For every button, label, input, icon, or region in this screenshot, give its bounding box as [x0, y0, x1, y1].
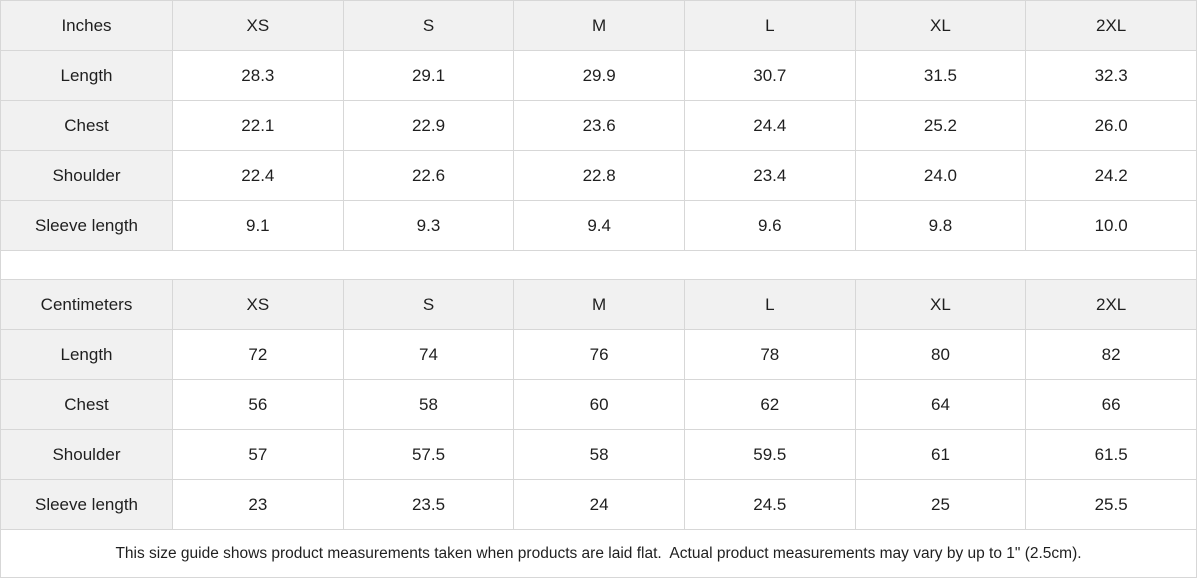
row-label-cell: Shoulder: [0, 150, 173, 201]
table-row: Chest 56 58 60 62 64 66: [0, 379, 1197, 430]
measurement-cell: 24: [513, 479, 685, 530]
centimeters-unit-header-cell: Centimeters: [0, 279, 173, 330]
measurement-cell: 74: [342, 329, 515, 380]
size-header-cell: XS: [172, 279, 344, 330]
measurement-cell: 56: [172, 379, 344, 430]
size-header-cell: XL: [854, 279, 1027, 330]
measurement-cell: 58: [513, 429, 685, 480]
size-header-cell: XL: [854, 0, 1027, 51]
measurement-cell: 23.6: [513, 100, 685, 151]
row-label-cell: Chest: [0, 100, 173, 151]
measurement-cell: 29.9: [513, 50, 685, 101]
measurement-cell: 9.1: [172, 200, 344, 251]
size-header-cell: M: [513, 279, 685, 330]
measurement-cell: 66: [1025, 379, 1197, 430]
measurement-cell: 78: [683, 329, 856, 380]
table-row: Sleeve length 23 23.5 24 24.5 25 25.5: [0, 479, 1197, 530]
measurement-cell: 22.6: [342, 150, 515, 201]
measurement-cell: 24.5: [683, 479, 856, 530]
row-label-cell: Length: [0, 50, 173, 101]
table-row: Shoulder 22.4 22.6 22.8 23.4 24.0 24.2: [0, 150, 1197, 201]
measurement-cell: 30.7: [683, 50, 856, 101]
measurement-cell: 29.1: [342, 50, 515, 101]
measurement-cell: 61.5: [1025, 429, 1197, 480]
footer-note: This size guide shows product measuremen…: [0, 530, 1197, 578]
measurement-cell: 62: [683, 379, 856, 430]
row-label-cell: Sleeve length: [0, 200, 173, 251]
measurement-cell: 72: [172, 329, 344, 380]
size-header-cell: 2XL: [1025, 0, 1197, 51]
measurement-cell: 82: [1025, 329, 1197, 380]
table-row: Length 72 74 76 78 80 82: [0, 329, 1197, 380]
measurement-cell: 9.6: [683, 200, 856, 251]
measurement-cell: 23.5: [342, 479, 515, 530]
measurement-cell: 57.5: [342, 429, 515, 480]
size-header-cell: XS: [172, 0, 344, 51]
measurement-cell: 9.8: [854, 200, 1027, 251]
measurement-cell: 60: [513, 379, 685, 430]
measurement-cell: 23: [172, 479, 344, 530]
size-header-cell: S: [342, 0, 515, 51]
inches-header-row: Inches XS S M L XL 2XL: [0, 0, 1197, 51]
measurement-cell: 59.5: [683, 429, 856, 480]
measurement-cell: 80: [854, 329, 1027, 380]
measurement-cell: 22.9: [342, 100, 515, 151]
measurement-cell: 25.5: [1025, 479, 1197, 530]
table-row: Chest 22.1 22.9 23.6 24.4 25.2 26.0: [0, 100, 1197, 151]
measurement-cell: 23.4: [683, 150, 856, 201]
measurement-cell: 76: [513, 329, 685, 380]
measurement-cell: 22.1: [172, 100, 344, 151]
size-header-cell: 2XL: [1025, 279, 1197, 330]
inches-unit-header-cell: Inches: [0, 0, 173, 51]
measurement-cell: 57: [172, 429, 344, 480]
measurement-cell: 9.3: [342, 200, 515, 251]
table-spacer: [0, 251, 1197, 279]
row-label-cell: Sleeve length: [0, 479, 173, 530]
measurement-cell: 61: [854, 429, 1027, 480]
measurement-cell: 31.5: [854, 50, 1027, 101]
row-label-cell: Length: [0, 329, 173, 380]
measurement-cell: 58: [342, 379, 515, 430]
measurement-cell: 26.0: [1025, 100, 1197, 151]
measurement-cell: 9.4: [513, 200, 685, 251]
measurement-cell: 32.3: [1025, 50, 1197, 101]
measurement-cell: 22.8: [513, 150, 685, 201]
table-row: Sleeve length 9.1 9.3 9.4 9.6 9.8 10.0: [0, 200, 1197, 251]
inches-table: Inches XS S M L XL 2XL Length 28.3 29.1 …: [0, 0, 1197, 251]
measurement-cell: 22.4: [172, 150, 344, 201]
measurement-cell: 24.4: [683, 100, 856, 151]
row-label-cell: Shoulder: [0, 429, 173, 480]
size-header-cell: M: [513, 0, 685, 51]
measurement-cell: 25: [854, 479, 1027, 530]
table-row: Shoulder 57 57.5 58 59.5 61 61.5: [0, 429, 1197, 480]
measurement-cell: 10.0: [1025, 200, 1197, 251]
measurement-cell: 25.2: [854, 100, 1027, 151]
measurement-cell: 24.0: [854, 150, 1027, 201]
measurement-cell: 24.2: [1025, 150, 1197, 201]
centimeters-header-row: Centimeters XS S M L XL 2XL: [0, 279, 1197, 330]
row-label-cell: Chest: [0, 379, 173, 430]
size-header-cell: S: [342, 279, 515, 330]
size-header-cell: L: [683, 0, 856, 51]
centimeters-table: Centimeters XS S M L XL 2XL Length 72 74…: [0, 279, 1197, 530]
size-header-cell: L: [683, 279, 856, 330]
measurement-cell: 28.3: [172, 50, 344, 101]
table-row: Length 28.3 29.1 29.9 30.7 31.5 32.3: [0, 50, 1197, 101]
measurement-cell: 64: [854, 379, 1027, 430]
